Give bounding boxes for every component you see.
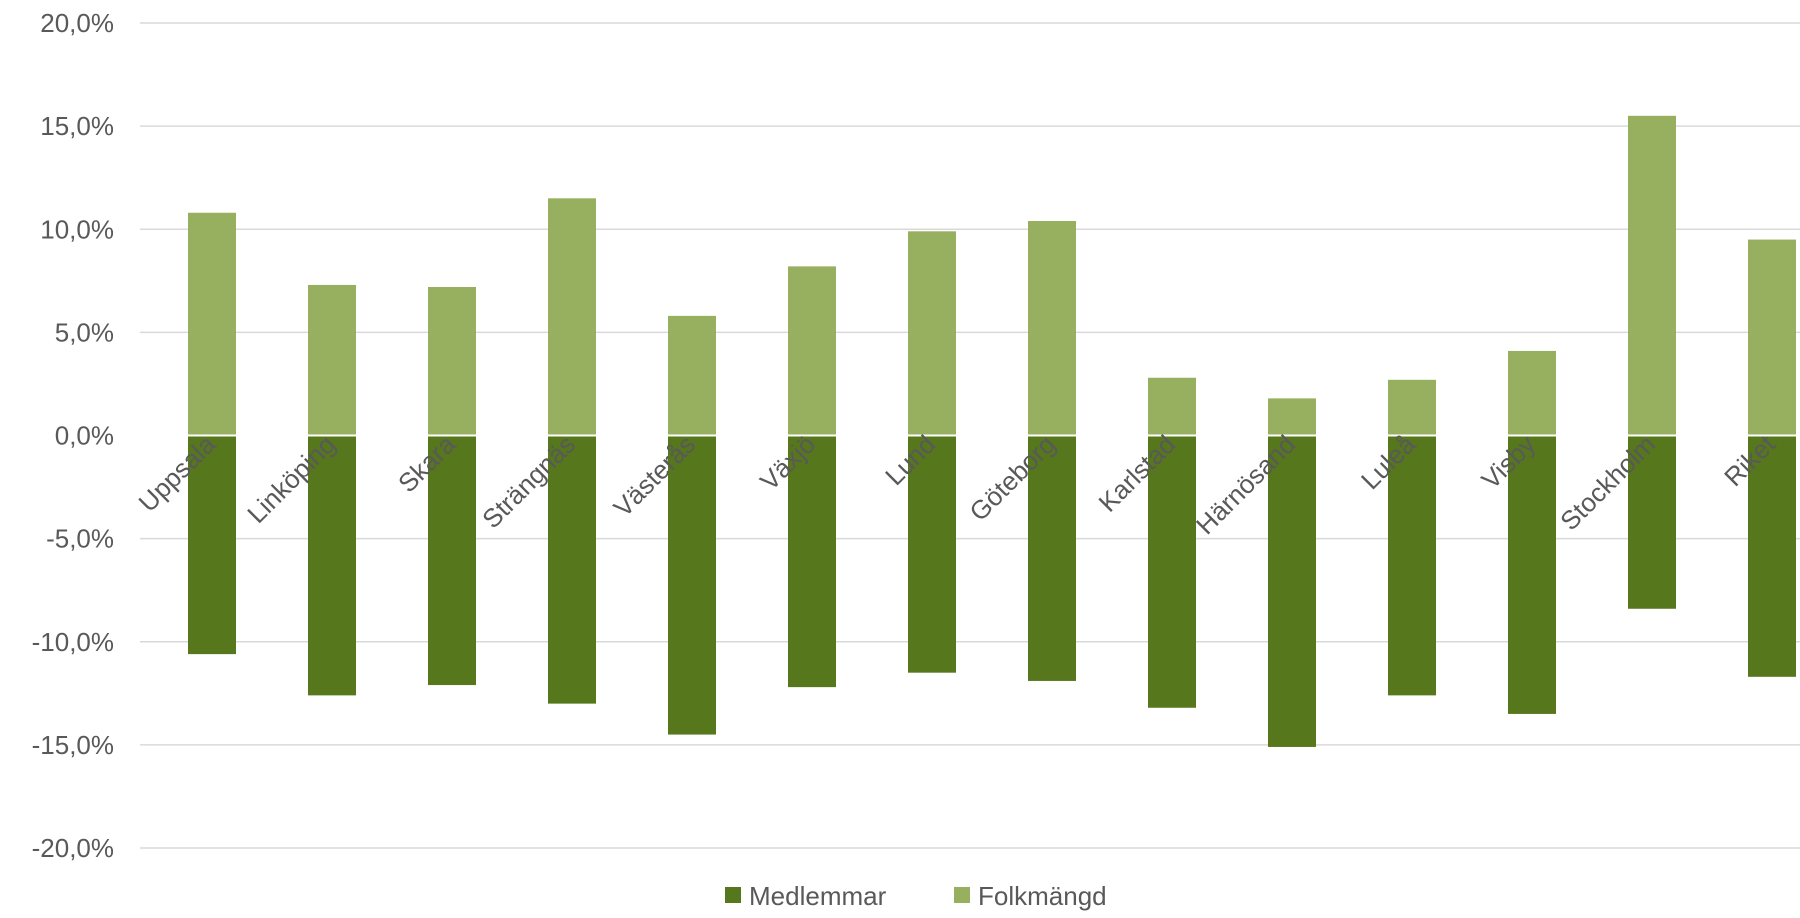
y-tick-label: 5,0%: [55, 317, 114, 347]
bar-medlemmar: [1508, 436, 1556, 714]
legend-label: Medlemmar: [749, 881, 887, 911]
bar-folkmängd: [548, 198, 596, 435]
bar-folkmängd: [188, 213, 236, 436]
y-tick-label: 15,0%: [40, 111, 114, 141]
bar-folkmängd: [788, 266, 836, 435]
bar-folkmängd: [908, 231, 956, 435]
bar-folkmängd: [1508, 351, 1556, 436]
bar-folkmängd: [1028, 221, 1076, 436]
bar-medlemmar: [1268, 436, 1316, 747]
bar-folkmängd: [1268, 398, 1316, 435]
bars: [140, 116, 1800, 747]
bar-medlemmar: [1148, 436, 1196, 708]
bar-folkmängd: [1388, 380, 1436, 436]
legend-swatch: [725, 887, 741, 903]
bar-folkmängd: [1628, 116, 1676, 436]
bar-folkmängd: [308, 285, 356, 436]
bar-medlemmar: [668, 436, 716, 735]
y-axis-tick-labels: -20,0% -15,0% -10,0% -5,0% 0,0% 5,0% 10,0% 15,0…: [32, 8, 114, 863]
bar-folkmängd: [1748, 240, 1796, 436]
y-tick-label: -20,0%: [32, 833, 114, 863]
legend-label: Folkmängd: [978, 881, 1107, 911]
legend-swatch: [954, 887, 970, 903]
y-tick-label: 0,0%: [55, 421, 114, 451]
bar-folkmängd: [1148, 378, 1196, 436]
y-tick-label: -10,0%: [32, 627, 114, 657]
y-tick-label: 10,0%: [40, 214, 114, 244]
bar-folkmängd: [428, 287, 476, 436]
y-tick-label: -5,0%: [46, 524, 114, 554]
legend: Medlemmar Folkmängd: [725, 881, 1107, 911]
bar-folkmängd: [668, 316, 716, 436]
y-tick-label: 20,0%: [40, 8, 114, 38]
y-tick-label: -15,0%: [32, 730, 114, 760]
